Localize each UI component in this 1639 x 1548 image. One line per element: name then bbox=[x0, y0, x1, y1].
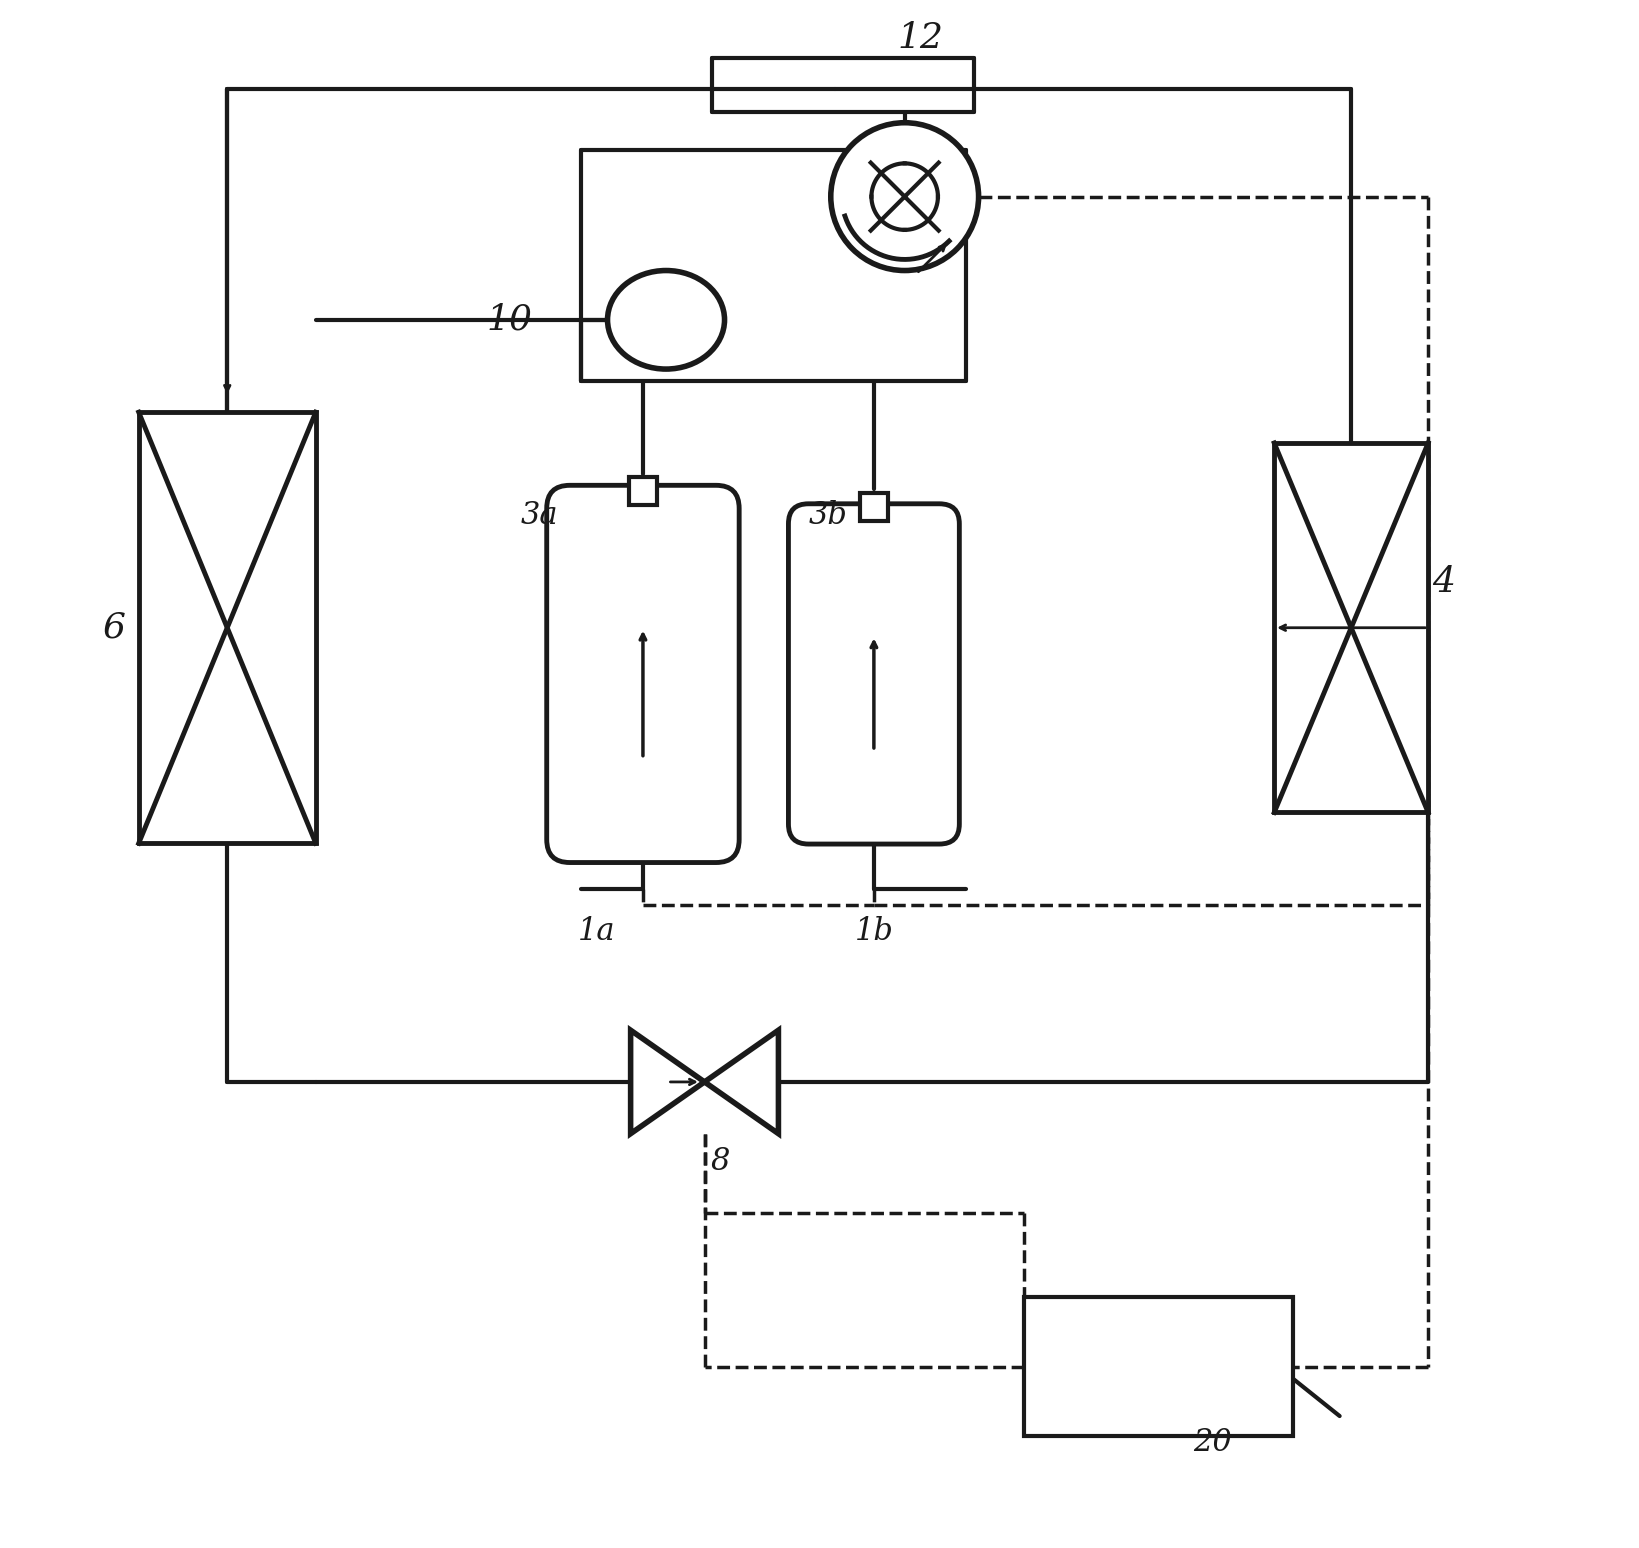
Text: 3b: 3b bbox=[808, 500, 847, 531]
Text: 10: 10 bbox=[485, 303, 531, 337]
Text: 4: 4 bbox=[1431, 565, 1454, 599]
Bar bbox=[139, 412, 316, 844]
Polygon shape bbox=[631, 1031, 705, 1133]
Circle shape bbox=[831, 122, 978, 271]
Text: 20: 20 bbox=[1193, 1427, 1231, 1458]
Text: 8: 8 bbox=[710, 1147, 729, 1178]
Text: 6: 6 bbox=[103, 611, 126, 644]
Bar bbox=[859, 492, 887, 520]
Text: 12: 12 bbox=[897, 22, 942, 56]
Ellipse shape bbox=[606, 271, 724, 368]
Polygon shape bbox=[705, 1031, 779, 1133]
Text: 1a: 1a bbox=[577, 915, 615, 946]
Bar bbox=[1023, 1297, 1293, 1437]
Text: 1b: 1b bbox=[854, 915, 893, 946]
Bar bbox=[628, 477, 657, 505]
FancyBboxPatch shape bbox=[788, 503, 959, 844]
Bar bbox=[1274, 443, 1428, 813]
FancyBboxPatch shape bbox=[546, 486, 739, 862]
Text: 3a: 3a bbox=[521, 500, 559, 531]
